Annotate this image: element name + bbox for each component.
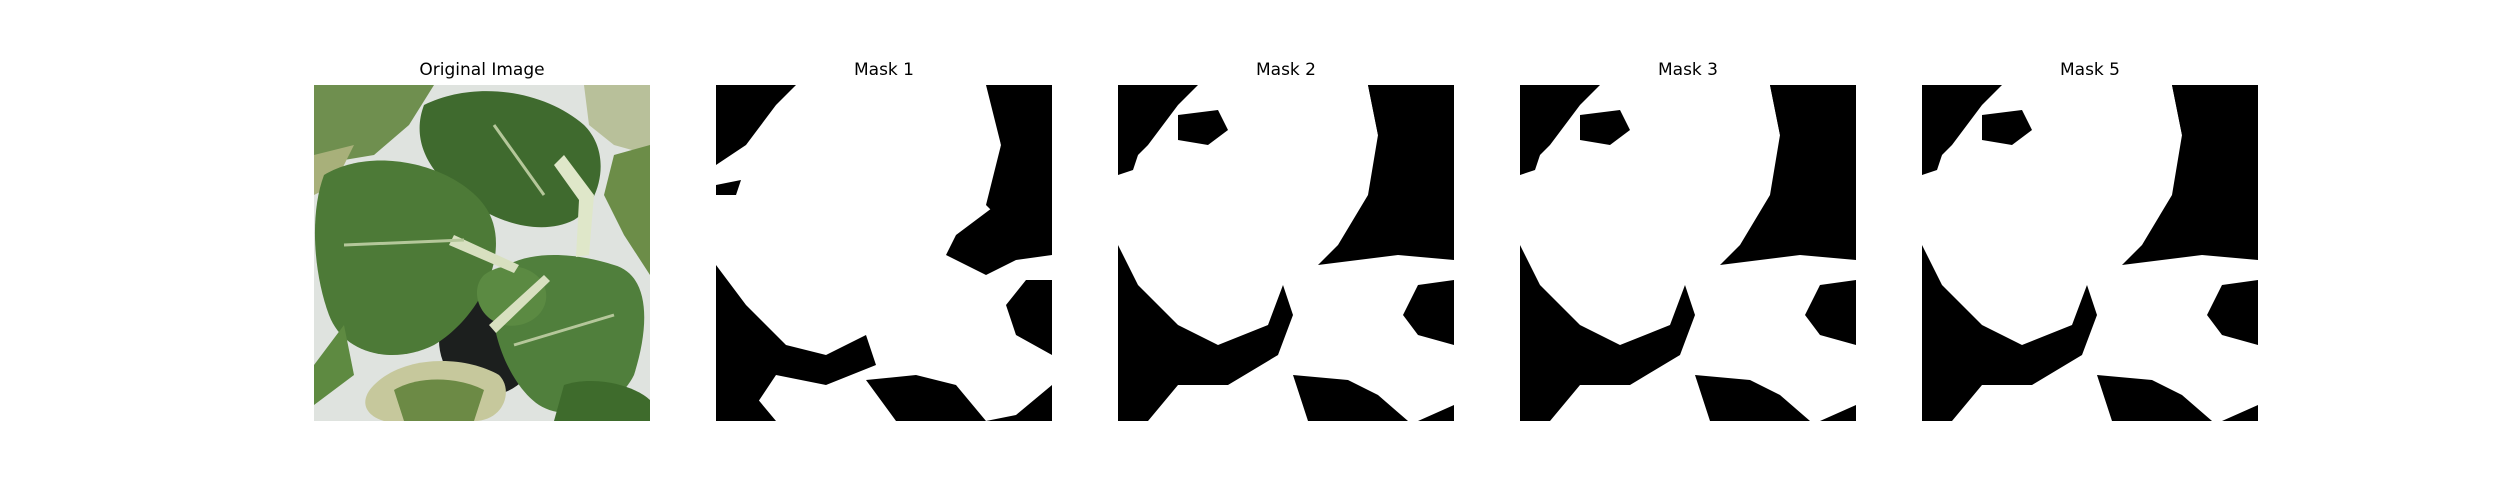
panel-title: Mask 2	[1255, 60, 1316, 80]
panel-mask-2: Mask 2	[1118, 0, 1454, 500]
mask-3-image	[1520, 85, 1856, 421]
panel-mask-1: Mask 1	[716, 0, 1052, 500]
mask-2-image	[1118, 85, 1454, 421]
original-image	[314, 85, 650, 421]
mask-5-image	[1922, 85, 2258, 421]
panel-title: Mask 5	[2059, 60, 2120, 80]
panel-mask-5: Mask 5	[1922, 0, 2258, 500]
panel-title: Original Image	[419, 60, 545, 80]
panel-title: Mask 3	[1657, 60, 1718, 80]
panel-original: Original Image	[314, 0, 650, 500]
panel-title: Mask 1	[853, 60, 914, 80]
mask-1-image	[716, 85, 1052, 421]
panel-mask-3: Mask 3	[1520, 0, 1856, 500]
